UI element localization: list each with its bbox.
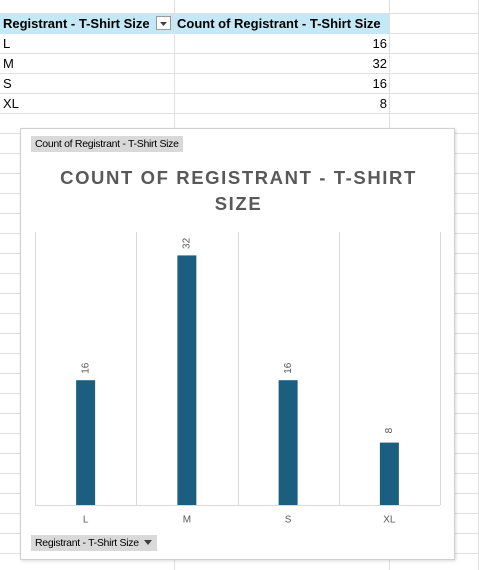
bar xyxy=(177,255,197,505)
bar xyxy=(278,380,298,505)
row-value: 16 xyxy=(372,36,387,51)
x-tick-label: M xyxy=(183,515,191,526)
bar xyxy=(76,380,96,505)
row-value: 16 xyxy=(372,76,387,91)
header-cell: Count of Registrant - T-Shirt Size xyxy=(175,14,389,34)
axis-field-button[interactable]: Registrant - T-Shirt Size xyxy=(31,535,157,551)
filter-dropdown[interactable] xyxy=(156,16,171,30)
row-label: S xyxy=(3,76,12,91)
value-field-button[interactable]: Count of Registrant - T-Shirt Size xyxy=(31,136,183,152)
chart-title: COUNT OF REGISTRANT - T-SHIRT SIZE xyxy=(60,167,417,214)
axis-field-label: Registrant - T-Shirt Size xyxy=(35,537,139,549)
data-label: 8 xyxy=(384,427,395,433)
plot-area: 16 L 32 M 16 S 8 XL xyxy=(35,232,441,526)
pivot-chart[interactable]: Count of Registrant - T-Shirt Size COUNT… xyxy=(20,128,455,560)
row-value: 8 xyxy=(379,96,387,111)
dropdown-arrow xyxy=(143,540,152,545)
row-label: XL xyxy=(3,96,19,111)
dropdown-arrow xyxy=(160,22,167,26)
x-tick-label: L xyxy=(83,515,89,526)
bar xyxy=(379,442,399,505)
row-label: M xyxy=(3,56,14,71)
row-value: 32 xyxy=(372,56,387,71)
header-cell[interactable]: Registrant - T-Shirt Size xyxy=(0,14,174,34)
data-label: 32 xyxy=(182,237,193,249)
data-label: 16 xyxy=(80,362,91,374)
x-tick-label: S xyxy=(285,515,292,526)
x-tick-label: XL xyxy=(383,515,396,526)
row-label: L xyxy=(3,36,11,51)
data-label: 16 xyxy=(283,362,294,374)
